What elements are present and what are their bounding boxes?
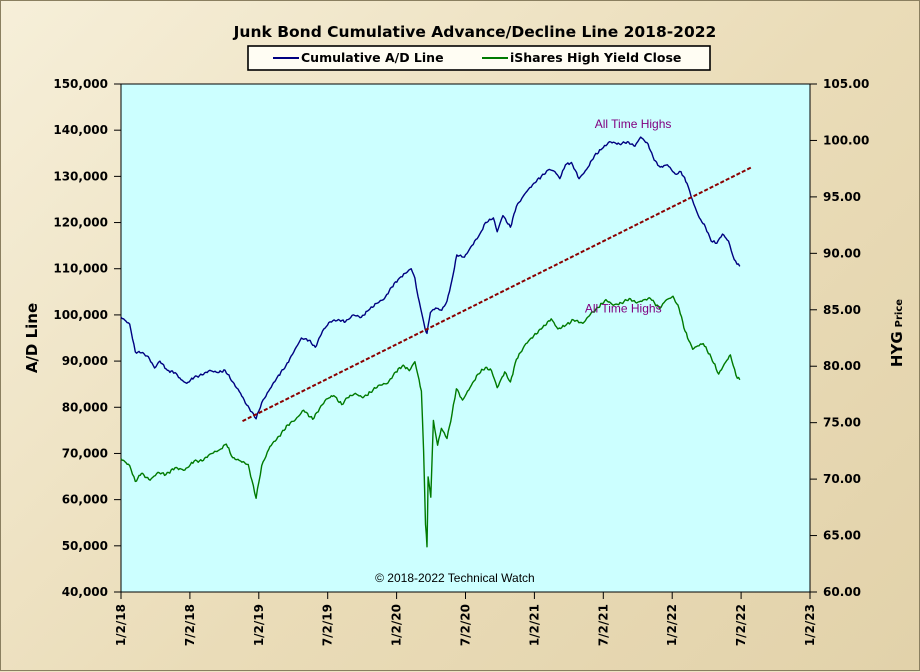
left-tick-label: 150,000 <box>53 77 108 91</box>
left-tick-label: 60,000 <box>62 493 108 507</box>
x-tick-label: 7/2/18 <box>183 604 197 646</box>
right-tick-label: 100.00 <box>823 133 869 147</box>
right-axis-ticks: 60.00 65.00 70.00 75.00 80.00 85.00 90.00 95.00… <box>810 77 869 599</box>
chart-title: Junk Bond Cumulative Advance/Decline Lin… <box>233 23 717 41</box>
left-tick-label: 120,000 <box>53 216 108 230</box>
left-axis-label: A/D Line <box>23 303 41 373</box>
right-tick-label: 80.00 <box>823 359 861 373</box>
left-tick-label: 40,000 <box>62 585 108 599</box>
series-line-hyg <box>120 295 741 548</box>
x-tick-label: 1/2/18 <box>114 604 128 646</box>
plot-area <box>120 83 811 593</box>
left-tick-label: 100,000 <box>53 308 108 322</box>
x-tick-label: 1/2/19 <box>252 604 266 646</box>
copyright-note: © 2018-2022 Technical Watch <box>375 571 535 585</box>
x-tick-label: 7/2/22 <box>734 604 748 646</box>
right-tick-label: 70.00 <box>823 472 861 486</box>
right-axis-label-suffix: Price <box>894 299 905 328</box>
left-tick-label: 90,000 <box>62 354 108 368</box>
legend-label-hyg: iShares High Yield Close <box>510 50 681 65</box>
right-tick-label: 90.00 <box>823 246 861 260</box>
x-tick-label: 1/2/22 <box>665 604 679 646</box>
legend-box <box>247 45 711 71</box>
x-tick-label: 1/2/20 <box>390 604 404 646</box>
left-tick-label: 130,000 <box>53 169 108 183</box>
right-tick-label: 95.00 <box>823 190 861 204</box>
right-tick-label: 60.00 <box>823 585 861 599</box>
right-tick-label: 65.00 <box>823 529 861 543</box>
annotation-hyg-all-time-highs: All Time Highs <box>585 302 662 316</box>
x-tick-label: 7/2/19 <box>321 604 335 646</box>
left-tick-label: 50,000 <box>62 539 108 553</box>
right-axis-label-main: HYG <box>888 331 906 367</box>
left-tick-label: 80,000 <box>62 400 108 414</box>
left-tick-label: 140,000 <box>53 123 108 137</box>
x-tick-label: 7/2/21 <box>596 604 610 646</box>
trendline <box>242 166 753 423</box>
annotation-ad-all-time-highs: All Time Highs <box>595 117 672 131</box>
left-tick-label: 70,000 <box>62 446 108 460</box>
x-tick-label: 1/2/23 <box>803 604 817 646</box>
x-tick-label: 7/2/20 <box>459 604 473 646</box>
series-line-ad <box>120 136 741 420</box>
right-axis-label: HYG Price <box>888 299 906 367</box>
right-tick-label: 85.00 <box>823 303 861 317</box>
left-tick-label: 110,000 <box>53 262 108 276</box>
left-axis-ticks: 40,000 50,000 60,000 70,000 80,000 90,000 100,… <box>53 77 121 599</box>
legend-label-ad-line: Cumulative A/D Line <box>301 50 444 65</box>
right-tick-label: 105.00 <box>823 77 869 91</box>
right-tick-label: 75.00 <box>823 416 861 430</box>
x-tick-label: 1/2/21 <box>527 604 541 646</box>
x-axis-ticks: 1/2/18 7/2/18 1/2/19 7/2/19 1/2/20 7/2/20 1/2/… <box>114 592 817 646</box>
